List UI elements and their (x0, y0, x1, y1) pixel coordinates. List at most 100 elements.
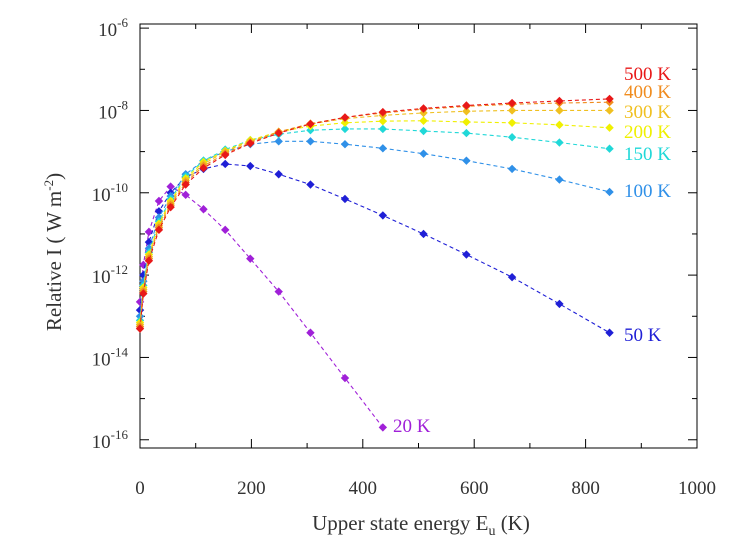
data-point (144, 237, 154, 247)
data-point (340, 113, 350, 122)
series-500-k (135, 94, 614, 333)
series-line-150-k (139, 128, 610, 321)
series-label-100-k: 100 K (624, 181, 671, 202)
data-point (605, 94, 614, 104)
data-point (507, 133, 517, 142)
data-point (144, 256, 154, 265)
y-tick-label: 10-8 (98, 97, 128, 123)
series-150-k (135, 124, 614, 325)
series-line-300-k (139, 109, 610, 325)
data-point (605, 144, 614, 153)
data-point (419, 149, 428, 158)
data-point (555, 299, 564, 309)
data-point (306, 137, 315, 146)
data-point (154, 225, 164, 235)
data-point (340, 124, 350, 134)
data-point (419, 229, 428, 239)
data-point (340, 373, 350, 383)
data-point (199, 163, 208, 173)
data-point (419, 126, 428, 136)
x-axis-label: Upper state energy Eu (K) (312, 511, 530, 539)
data-point (555, 120, 564, 130)
data-point (462, 128, 471, 138)
data-point (135, 324, 145, 333)
y-tick-label: 10-14 (92, 344, 129, 370)
data-point (462, 101, 471, 110)
data-point (166, 182, 175, 191)
series-label-50-k: 50 K (624, 325, 662, 346)
data-point (378, 144, 388, 153)
data-point (378, 124, 388, 134)
series-line-500-k (139, 98, 610, 329)
data-point (555, 96, 564, 106)
axes: 0 200 400 600 800 1000 10-16 10-14 10-12 10-10 10-… (92, 15, 716, 499)
series-label-500-k: 500 K (624, 64, 671, 85)
series-line-200-k (139, 120, 610, 323)
data-point (378, 107, 388, 117)
data-point (181, 190, 190, 200)
data-point (166, 202, 175, 212)
data-point (306, 328, 315, 337)
data-point (419, 116, 428, 125)
data-point (246, 161, 255, 171)
data-point (274, 287, 283, 296)
data-point (555, 138, 564, 147)
x-tick-label: 800 (571, 478, 600, 499)
series-label-400-k: 400 K (624, 82, 671, 103)
series-20-k (135, 182, 388, 432)
data-point (246, 139, 255, 148)
series-200-k (135, 116, 614, 327)
x-tick-label: 400 (349, 478, 378, 499)
data-point (221, 159, 230, 169)
series-100-k (135, 137, 614, 321)
data-point (378, 211, 388, 220)
x-tick-label: 600 (460, 478, 489, 499)
data-point (135, 297, 145, 307)
series-layer (135, 94, 614, 432)
x-tick-label: 200 (237, 478, 266, 499)
series-50-k (135, 159, 614, 337)
series-label-200-k: 200 K (624, 122, 671, 143)
x-tick-label: 1000 (678, 478, 716, 499)
series-label-20-k: 20 K (393, 416, 431, 437)
data-point (462, 117, 471, 127)
data-point (605, 123, 614, 132)
y-tick-label: 10-10 (92, 180, 128, 206)
series-line-100-k (139, 140, 610, 317)
data-point (507, 106, 517, 115)
series-line-50-k (139, 163, 610, 334)
data-point (181, 180, 190, 189)
data-point (274, 128, 283, 138)
data-point (378, 116, 388, 126)
data-point (507, 164, 517, 174)
data-point (605, 328, 614, 337)
data-point (462, 156, 471, 165)
data-point (462, 250, 471, 259)
data-point (605, 106, 614, 115)
series-line-20-k (139, 185, 384, 428)
data-point (462, 107, 471, 116)
data-point (274, 170, 283, 179)
data-point (221, 225, 230, 235)
data-point (144, 227, 154, 237)
data-point (507, 98, 517, 108)
y-tick-label: 10-12 (92, 262, 128, 288)
series-400-k (135, 98, 614, 331)
data-point (139, 289, 148, 298)
y-tick-label: 10-16 (92, 427, 129, 453)
data-point (246, 254, 255, 263)
series-300-k (135, 106, 614, 329)
data-point (306, 119, 315, 129)
data-point (605, 187, 614, 197)
data-point (340, 194, 350, 204)
y-tick-label: 10-6 (98, 15, 128, 41)
y-axis-label: Relative I ( W m-2) (41, 173, 66, 331)
data-point (555, 175, 564, 184)
data-point (306, 180, 315, 189)
plot-frame (139, 23, 698, 449)
data-point (221, 150, 230, 160)
data-point (507, 272, 517, 282)
series-label-300-k: 300 K (624, 102, 671, 123)
